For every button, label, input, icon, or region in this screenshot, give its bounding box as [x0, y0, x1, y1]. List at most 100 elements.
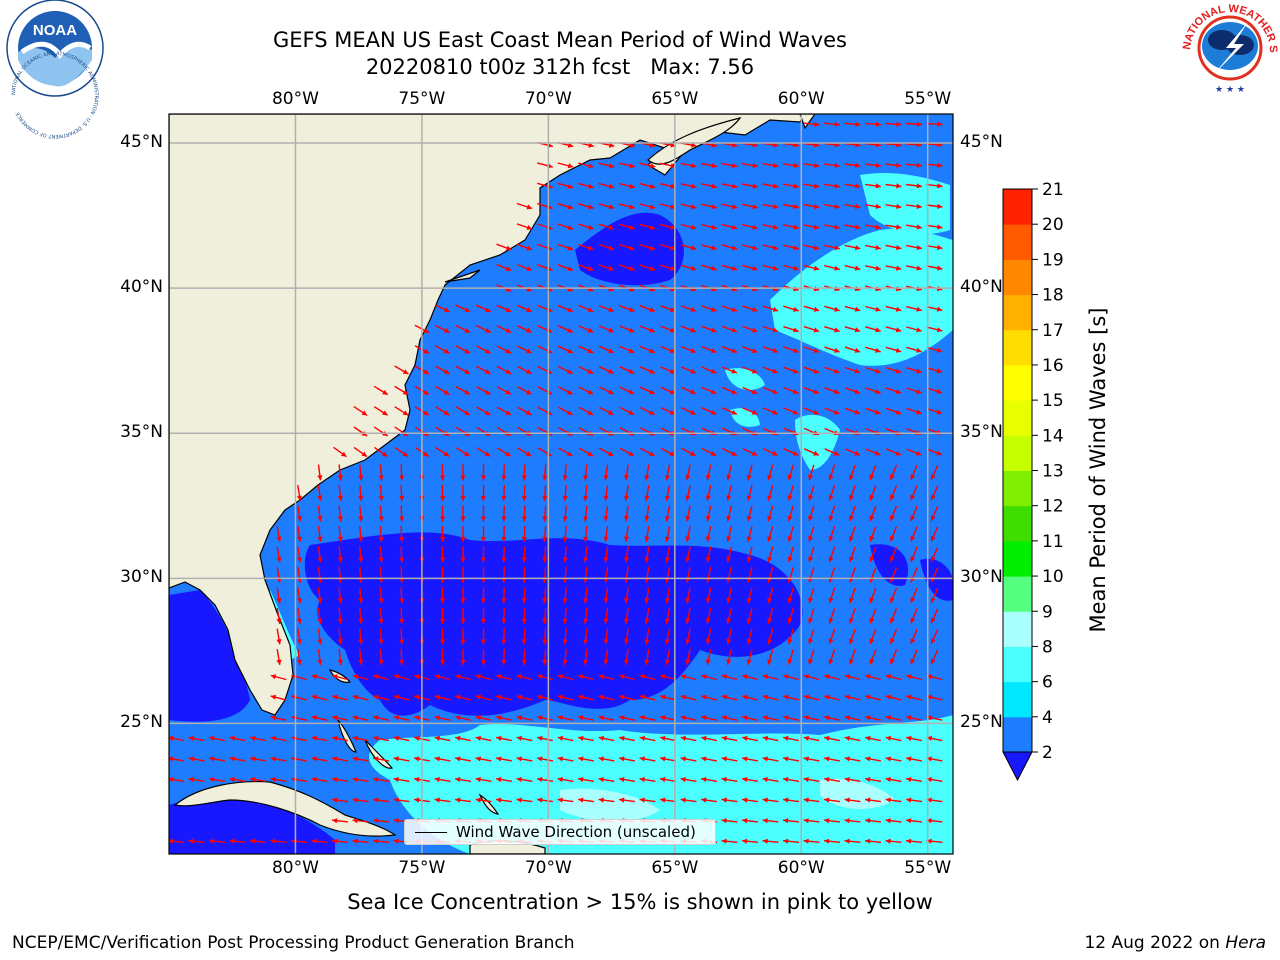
arrow-head	[742, 715, 748, 721]
lat-tick-label-left: 35°N	[120, 422, 163, 443]
arrow-head	[834, 183, 840, 189]
arrow-head	[526, 307, 532, 313]
lon-tick-label-top: 60°W	[777, 89, 825, 109]
arrow-head	[855, 162, 861, 168]
arrow-head	[276, 536, 282, 542]
arrow-head	[608, 163, 615, 169]
arrow-head	[501, 475, 507, 481]
arrow-head	[188, 735, 195, 741]
colorbar-block	[1003, 364, 1032, 401]
arrow-head	[358, 618, 364, 624]
arrow-head	[317, 557, 323, 563]
arrow-head	[587, 389, 594, 395]
arrow-head	[608, 245, 615, 251]
arrow-head	[890, 535, 895, 542]
arrow-head	[624, 536, 630, 542]
arrow-head	[583, 639, 589, 645]
arrow-head	[787, 659, 793, 665]
arrow-head	[762, 694, 769, 700]
arrow-head	[525, 410, 532, 415]
arrow-head	[578, 797, 584, 803]
arrow-head	[721, 818, 727, 824]
arrow-head	[885, 797, 891, 803]
arrow-head	[926, 797, 932, 803]
arrow-head	[603, 557, 609, 563]
arrow-head	[648, 451, 655, 456]
arrow-head	[480, 619, 486, 624]
arrow-head	[669, 348, 676, 353]
arrow-head	[402, 369, 409, 374]
arrow-head	[937, 224, 943, 230]
arrow-head	[751, 389, 758, 394]
arrow-head	[455, 777, 461, 783]
arrow-head	[480, 598, 486, 604]
arrow-head	[588, 224, 594, 230]
arrow-head	[639, 756, 645, 762]
arrow-head	[813, 327, 820, 333]
arrow-head	[598, 735, 605, 741]
arrow-head	[875, 203, 881, 209]
arrow-head	[742, 838, 748, 844]
arrow-head	[562, 618, 568, 624]
arrow-head	[311, 694, 318, 700]
arrow-head	[444, 328, 450, 333]
arrow-head	[639, 715, 646, 721]
arrow-head	[701, 735, 707, 741]
arrow-head	[603, 639, 609, 645]
arrow-head	[587, 410, 594, 415]
arrow-head	[332, 735, 338, 741]
arrow-head	[296, 495, 302, 501]
arrow-head	[337, 618, 343, 624]
arrow-head	[808, 515, 814, 522]
arrow-head	[772, 389, 778, 394]
arrow-head	[731, 451, 737, 456]
arrow-head	[906, 838, 912, 844]
arrow-head	[895, 389, 902, 394]
arrow-head	[721, 777, 727, 783]
arrow-head	[542, 639, 548, 645]
arrow-head	[352, 715, 359, 721]
arrow-head	[480, 578, 486, 583]
arrow-head	[460, 557, 466, 563]
arrow-head	[916, 327, 922, 333]
arrow-head	[680, 715, 687, 721]
arrow-head	[440, 598, 446, 604]
arrow-head	[855, 121, 861, 127]
arrow-head	[649, 204, 656, 210]
arrow-head	[773, 162, 779, 169]
gridlines	[169, 114, 953, 854]
arrow-head	[742, 694, 748, 700]
arrow-head	[317, 495, 323, 501]
arrow-head	[649, 266, 656, 271]
arrow-head	[598, 756, 604, 762]
arrow-head	[188, 777, 194, 783]
arrow-head	[649, 410, 655, 415]
arrow-head	[783, 694, 789, 700]
title-line-1: GEFS MEAN US East Coast Mean Period of W…	[273, 28, 847, 52]
arrow-head	[680, 694, 687, 700]
arrow-head	[787, 536, 793, 542]
arrow-head	[480, 537, 486, 542]
arrow-head	[296, 536, 302, 542]
arrow-head	[910, 494, 916, 501]
arrow-head	[352, 735, 359, 741]
arrow-head	[423, 348, 429, 354]
lon-tick-label-top: 80°W	[271, 89, 319, 109]
arrow-head	[787, 597, 793, 604]
arrow-head	[639, 674, 646, 680]
arrow-head	[895, 368, 902, 374]
arrow-head	[337, 536, 343, 542]
arrow-head	[557, 756, 563, 762]
colorbar-block	[1003, 189, 1032, 225]
arrow-head	[358, 516, 364, 522]
arrow-head	[844, 735, 851, 741]
arrow-head	[731, 204, 738, 210]
arrow-head	[624, 639, 630, 645]
arrow-head	[562, 577, 568, 583]
arrow-head	[833, 450, 840, 456]
arrow-head	[505, 327, 512, 333]
arrow-head	[480, 496, 486, 501]
arrow-head	[710, 348, 717, 353]
arrow-head	[705, 556, 711, 563]
arrow-head	[332, 777, 338, 783]
